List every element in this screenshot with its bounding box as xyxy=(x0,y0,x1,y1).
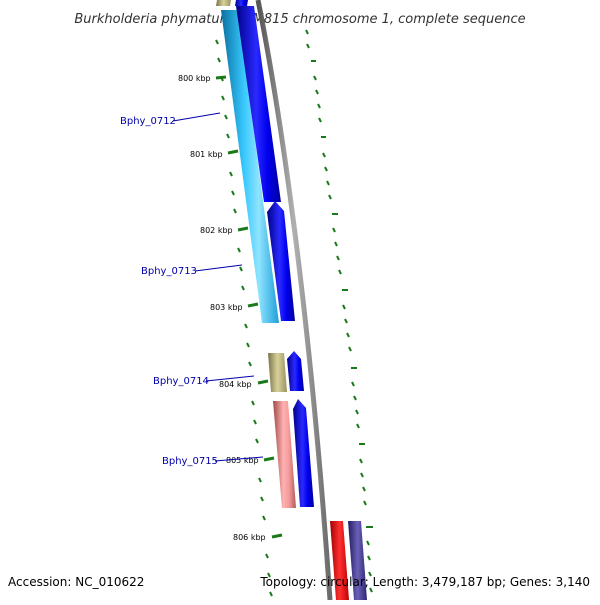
scale-label-800kbp: 800 kbp xyxy=(178,74,211,83)
accession-text: Accession: NC_010622 xyxy=(8,575,144,589)
major-ticks xyxy=(215,75,283,539)
gene-feature-khaki-bphy0714[interactable] xyxy=(268,353,287,392)
outer-ruler xyxy=(305,29,373,593)
sequence-backbone xyxy=(255,0,333,601)
gene-feature-blue-arrow-lower[interactable] xyxy=(267,201,295,321)
gene-label-bphy0714[interactable]: Bphy_0714 xyxy=(153,376,209,387)
gene-label-bphy0713[interactable]: Bphy_0713 xyxy=(141,266,197,277)
gene-feature-red[interactable] xyxy=(330,521,349,600)
gene-feature-blue-arrow-bphy0715[interactable] xyxy=(293,399,314,507)
scale-label-803kbp: 803 kbp xyxy=(210,303,243,312)
gene-feature-pink-bphy0715[interactable] xyxy=(273,401,296,508)
map-title: Burkholderia phymatum STM815 chromosome … xyxy=(74,12,525,27)
scale-label-806kbp: 806 kbp xyxy=(233,533,266,542)
gene-feature-slate[interactable] xyxy=(348,521,367,600)
topology-text: Topology: circular; Length: 3,479,187 bp… xyxy=(259,575,590,589)
gene-feature-blue-top-sliver[interactable] xyxy=(235,0,248,6)
gene-label-bphy0712[interactable]: Bphy_0712 xyxy=(120,116,176,127)
gene-feature-khaki-top[interactable] xyxy=(216,0,231,6)
gene-label-bphy0715[interactable]: Bphy_0715 xyxy=(162,456,218,467)
scale-label-805kbp: 805 kbp xyxy=(226,456,259,465)
scale-ruler xyxy=(215,39,273,597)
scale-label-801kbp: 801 kbp xyxy=(190,150,223,159)
scale-label-802kbp: 802 kbp xyxy=(200,226,233,235)
gene-feature-blue-arrow-small[interactable] xyxy=(287,351,304,391)
gene-label-leaders xyxy=(172,112,264,462)
gene-feature-cyan-long[interactable] xyxy=(221,10,279,323)
gene-feature-blue-upper[interactable] xyxy=(236,6,281,202)
scale-label-804kbp: 804 kbp xyxy=(219,380,252,389)
